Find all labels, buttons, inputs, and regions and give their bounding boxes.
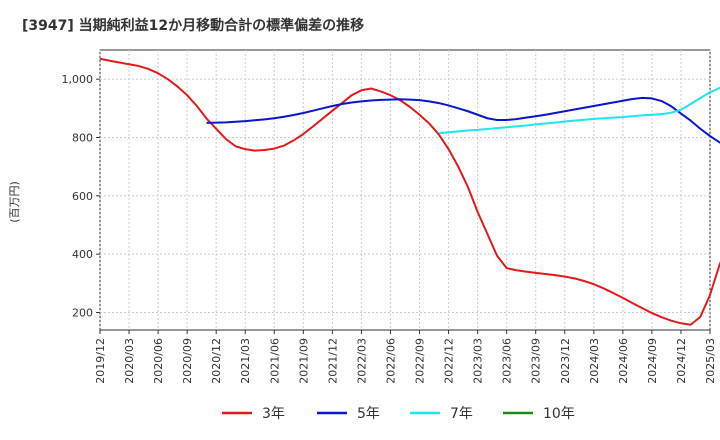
x-tick-label: 2024/09 <box>646 338 659 384</box>
series-line-7年 <box>438 86 720 135</box>
x-tick-label: 2024/03 <box>588 338 601 384</box>
y-tick-label: 1,000 <box>62 73 94 86</box>
x-tick-label: 2023/06 <box>501 338 514 384</box>
x-tick-label: 2021/09 <box>297 338 310 384</box>
y-tick-label: 800 <box>72 132 93 145</box>
x-tick-label: 2022/03 <box>355 338 368 384</box>
x-tick-label: 2021/12 <box>326 338 339 384</box>
y-tick-label: 400 <box>72 248 93 261</box>
legend-label-5年: 5年 <box>357 406 380 422</box>
x-tick-label: 2022/12 <box>443 338 456 384</box>
x-tick-label: 2024/06 <box>617 338 630 384</box>
x-tick-label: 2020/06 <box>152 338 165 384</box>
legend: 3年 5年 7年 10年 <box>222 406 575 422</box>
plot-frame <box>99 49 711 331</box>
x-tick-label: 2023/03 <box>472 338 485 384</box>
chart-title: [3947] 当期純利益12か月移動合計の標準偏差の推移 <box>22 17 364 34</box>
x-tick-label: 2022/09 <box>414 338 427 384</box>
series-line-3年 <box>99 57 720 326</box>
legend-label-7年: 7年 <box>450 406 473 422</box>
x-tick-label: 2021/06 <box>268 338 281 384</box>
y-tick-label: 200 <box>72 307 93 320</box>
legend-label-3年: 3年 <box>262 406 285 422</box>
x-tick-label: 2020/12 <box>210 338 223 384</box>
x-tick-label: 2020/09 <box>181 338 194 384</box>
x-tick-label: 2025/03 <box>704 338 717 384</box>
series-layer <box>99 57 720 326</box>
x-tick-label: 2023/12 <box>559 338 572 384</box>
y-axis-label: (百万円) <box>8 181 21 223</box>
y-tick-label: 600 <box>72 190 93 203</box>
x-tick-label: 2021/03 <box>239 338 252 384</box>
x-tick-label: 2019/12 <box>94 338 107 384</box>
grid-layer <box>99 50 711 330</box>
x-tick-label: 2023/09 <box>530 338 543 384</box>
x-tick-layer: 2019/12 2020/03 2020/06 2020/09 2020/12 2021/… <box>94 330 717 384</box>
y-tick-layer: 200 400 600 800 1,000 <box>62 73 100 320</box>
x-tick-label: 2024/12 <box>675 338 688 384</box>
x-tick-label: 2020/03 <box>123 338 136 384</box>
x-tick-label: 2022/06 <box>384 338 397 384</box>
legend-label-10年: 10年 <box>543 406 575 422</box>
series-line-5年 <box>206 96 720 144</box>
